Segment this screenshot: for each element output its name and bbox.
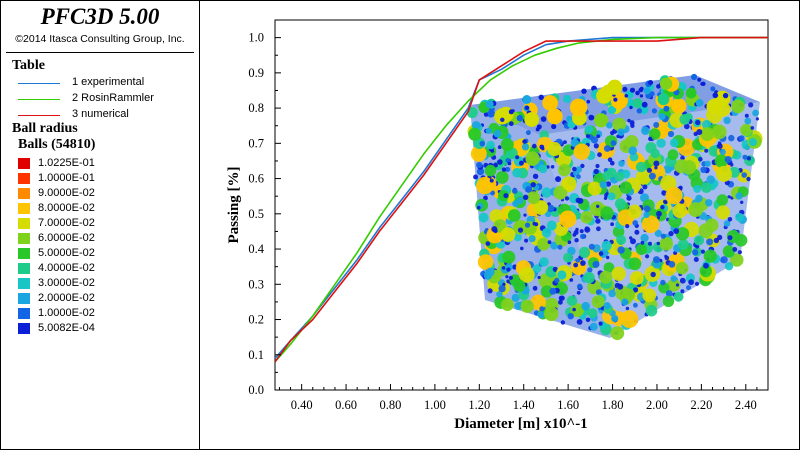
y-tick-label: 0.5 — [248, 207, 264, 221]
x-tick-label: 1.60 — [557, 398, 579, 412]
ball-legend-title: Ball radius — [12, 121, 78, 136]
y-tick-label: 0.8 — [248, 101, 264, 115]
colorbar-value: 9.0000E-02 — [38, 187, 95, 199]
x-axis-title: Diameter [m] x10^-1 — [454, 416, 587, 432]
y-tick-label: 0.3 — [248, 277, 264, 291]
colorbar-swatch — [18, 158, 30, 169]
colorbar-swatch — [18, 308, 30, 319]
colorbar-swatch — [18, 278, 30, 289]
x-tick-label: 0.60 — [335, 398, 357, 412]
colorbar-value: 1.0000E-02 — [38, 307, 95, 319]
colorbar-swatch — [18, 233, 30, 244]
colorbar-swatch — [18, 248, 30, 259]
y-tick-label: 1.0 — [248, 31, 264, 45]
copyright-text: ©2014 Itasca Consulting Group, Inc. — [15, 33, 185, 45]
x-tick-label: 2.40 — [735, 398, 757, 412]
series-swatch — [18, 115, 60, 116]
legend-panel: PFC3D 5.00 ©2014 Itasca Consulting Group… — [0, 0, 200, 450]
table-legend-title: Table — [12, 58, 45, 73]
series-line — [275, 36, 768, 363]
x-tick-label: 2.20 — [690, 398, 712, 412]
series-line — [275, 36, 768, 359]
colorbar-value: 2.0000E-02 — [38, 292, 95, 304]
ball-assembly-image — [466, 73, 763, 340]
series-swatch — [18, 99, 60, 100]
colorbar-swatch — [18, 203, 30, 214]
legend-divider — [6, 52, 194, 53]
gradation-chart: 0.40 0.60 0.80 1.00 1.20 1.40 1.60 1.80 2.00 2.20… — [226, 19, 769, 432]
colorbar-swatch — [18, 173, 30, 184]
x-tick-label: 0.40 — [291, 398, 313, 412]
colorbar-value: 1.0225E-01 — [38, 157, 95, 169]
colorbar-swatch — [18, 218, 30, 229]
app-title: PFC3D 5.00 — [40, 4, 160, 29]
x-tick-label: 2.00 — [646, 398, 668, 412]
series-lines — [275, 36, 768, 363]
y-tick-label: 0.6 — [248, 172, 264, 186]
series-swatch — [18, 83, 60, 84]
y-tick-label: 0.9 — [248, 66, 264, 80]
x-tick-label: 1.00 — [424, 398, 446, 412]
y-tick-label: 0.1 — [248, 348, 264, 362]
y-tick-label: 0.0 — [248, 383, 264, 397]
colorbar-value: 1.0000E-01 — [38, 172, 95, 184]
y-tick-label: 0.4 — [248, 242, 264, 256]
y-axis-ticks: 0.0 0.1 0.2 0.3 0.4 0.5 0.6 0.7 0.8 0.9 1.0 — [248, 31, 281, 397]
colorbar-value: 4.0000E-02 — [38, 262, 95, 274]
ball-legend-subtitle: Balls (54810) — [18, 137, 96, 152]
colorbar-value: 8.0000E-02 — [38, 202, 95, 214]
series-label: 2 RosinRammler — [72, 92, 154, 104]
colorbar-swatch — [18, 188, 30, 199]
colorbar-value: 5.0000E-02 — [38, 247, 95, 259]
x-tick-label: 1.40 — [513, 398, 535, 412]
colorbar-swatch — [18, 293, 30, 304]
y-tick-label: 0.7 — [248, 136, 264, 150]
series-line — [275, 36, 768, 363]
colorbar-value: 6.0000E-02 — [38, 232, 95, 244]
x-tick-label: 1.20 — [468, 398, 490, 412]
x-axis-ticks: 0.40 0.60 0.80 1.00 1.20 1.40 1.60 1.80 2.00 2.20… — [278, 384, 769, 412]
y-tick-label: 0.2 — [248, 313, 264, 327]
x-tick-label: 1.80 — [602, 398, 624, 412]
colorbar-value: 7.0000E-02 — [38, 217, 95, 229]
y-axis-title: Passing [%] — [226, 166, 242, 243]
series-label: 1 experimental — [72, 76, 145, 88]
colorbar-value: 3.0000E-02 — [38, 277, 95, 289]
colorbar-swatch — [18, 323, 30, 334]
colorbar-value: 5.0082E-04 — [38, 322, 95, 334]
series-label: 3 numerical — [72, 108, 129, 120]
colorbar-swatch — [18, 263, 30, 274]
x-tick-label: 0.80 — [380, 398, 402, 412]
